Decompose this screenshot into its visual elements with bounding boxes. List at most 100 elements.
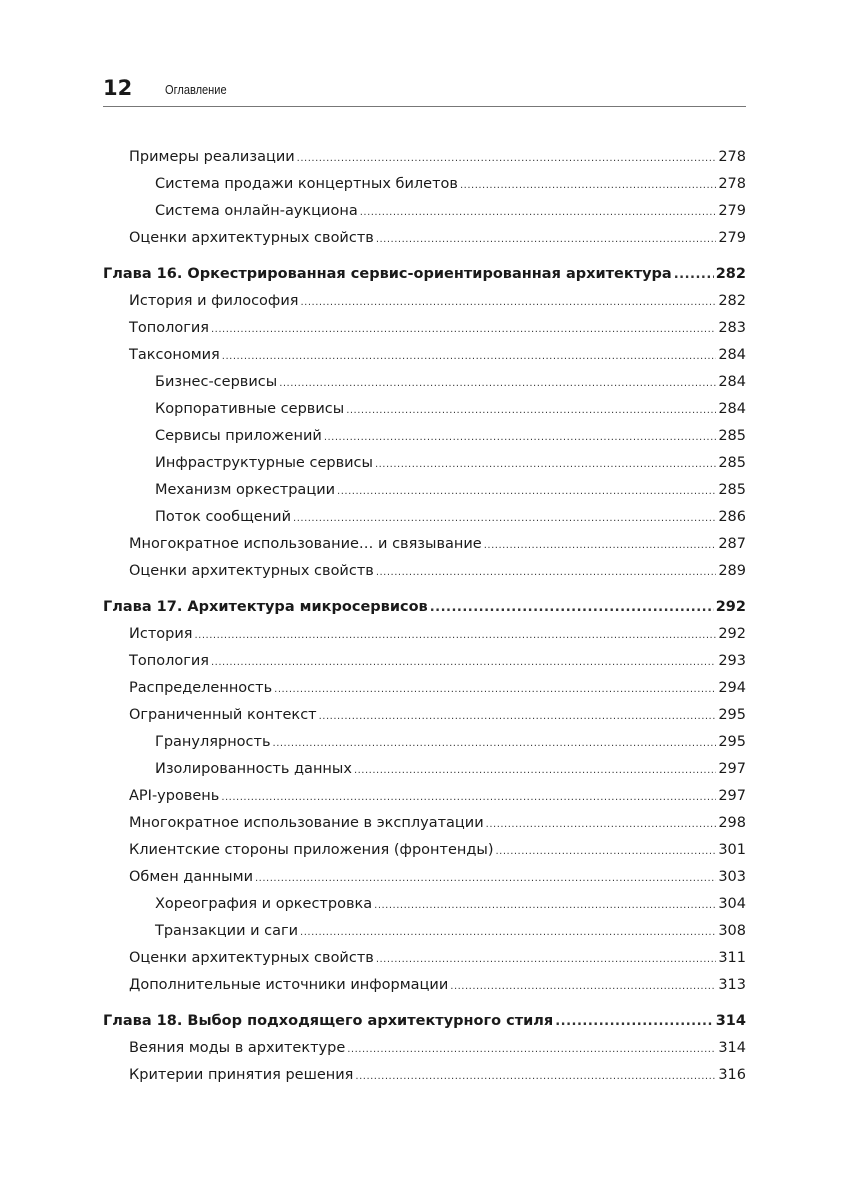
dot-leader [319,703,717,730]
toc-entry-title: История [129,626,193,642]
dot-leader [354,757,716,784]
toc-entry-page: 282 [718,293,746,309]
toc-entry-page: 285 [718,455,746,471]
toc-entry: Бизнес-сервисы 284 [103,369,746,396]
dot-leader [376,226,716,253]
toc-entry-title: Бизнес-сервисы [155,374,278,390]
dot-leader [346,397,716,424]
toc-entry-page: 301 [718,842,746,858]
dot-leader [221,784,716,811]
toc-entry-title: Система продажи концертных билетов [155,176,458,192]
toc-entry: Распределенность 294 [103,675,746,702]
toc-entry-page: 294 [718,680,746,696]
toc-entry-page: 284 [718,374,746,390]
toc-entry: Многократное использование в эксплуатаци… [103,810,746,837]
toc-entry: Транзакции и саги 308 [103,918,746,945]
toc-entry-page: 297 [718,788,746,804]
toc-entry: История 292 [103,621,746,648]
dot-leader [300,289,716,316]
table-of-contents: Примеры реализации278Система продажи кон… [103,144,746,1089]
toc-entry: Оценки архитектурных свойств 311 [103,945,746,972]
toc-entry-title: Поток сообщений [155,509,292,525]
toc-entry: Критерии принятия решения 316 [103,1062,746,1089]
toc-entry-page: 304 [718,896,746,912]
toc-entry-page: 295 [718,707,746,723]
toc-entry-page: 295 [718,734,746,750]
toc-entry: Оценки архитектурных свойств 279 [103,225,746,252]
toc-entry-page: 297 [718,761,746,777]
dot-leader [222,343,717,370]
toc-entry: Клиентские стороны приложения (фронтенды… [103,837,746,864]
toc-entry-title: Транзакции и саги [155,923,299,939]
toc-entry: Топология 283 [103,315,746,342]
dot-leader [347,1036,716,1063]
dot-leader [195,622,717,649]
dot-leader [484,532,717,559]
toc-entry: Поток сообщений 286 [103,504,746,531]
running-title: Оглавление [165,82,227,97]
toc-entry-title: Глава 16. Оркестрированная сервис-ориент… [103,266,672,282]
toc-entry-page: 292 [715,599,746,615]
toc-entry: История и философия 282 [103,288,746,315]
toc-entry-page: 278 [718,176,746,192]
dot-leader [297,145,717,172]
dot-leader [355,1063,716,1090]
toc-entry-page: 298 [718,815,746,831]
dot-leader [293,505,716,532]
toc-entry-title: Многократное использование… и связывание [129,536,482,552]
toc-entry-title: Механизм оркестрации [155,482,336,498]
dot-leader [324,424,717,451]
toc-entry: API-уровень 297 [103,783,746,810]
dot-leader [300,919,716,946]
toc-entry-title: Клиентские стороны приложения (фронтенды… [129,842,494,858]
dot-leader [211,649,716,676]
toc-chapter-entry: Глава 16. Оркестрированная сервис-ориент… [103,261,746,288]
toc-entry-title: Изолированность данных [155,761,352,777]
dot-leader [360,199,717,226]
toc-entry-title: Сервисы приложений [155,428,322,444]
toc-entry-page: 284 [718,347,746,363]
toc-entry-page: 279 [718,203,746,219]
toc-entry-page: 313 [718,977,746,993]
toc-entry-title: Таксономия [129,347,220,363]
toc-entry-title: Топология [129,653,209,669]
toc-entry-title: Многократное использование в эксплуатаци… [129,815,484,831]
toc-entry-title: Оценки архитектурных свойств [129,563,374,579]
toc-entry: Дополнительные источники информации 313 [103,972,746,999]
toc-entry-title: Инфраструктурные сервисы [155,455,373,471]
dot-leader [555,1008,714,1035]
toc-entry-page: 282 [715,266,746,282]
toc-entry-page: 278 [718,149,746,165]
toc-entry: Корпоративные сервисы 284 [103,396,746,423]
toc-entry: Многократное использование… и связывание… [103,531,746,558]
toc-entry-title: API-уровень [129,788,220,804]
toc-chapter-entry: Глава 17. Архитектура микросервисов 292 [103,594,746,621]
toc-entry: Оценки архитектурных свойств 289 [103,558,746,585]
toc-entry-title: История и философия [129,293,299,309]
toc-entry-title: Веяния моды в архитектуре [129,1040,346,1056]
toc-entry-title: Корпоративные сервисы [155,401,345,417]
toc-entry-page: 279 [718,230,746,246]
dot-leader [255,865,716,892]
toc-entry-page: 286 [718,509,746,525]
toc-entry-page: 287 [718,536,746,552]
toc-entry: Обмен данными 303 [103,864,746,891]
toc-entry-title: Обмен данными [129,869,253,885]
toc-entry: Гранулярность 295 [103,729,746,756]
toc-entry-title: Гранулярность [155,734,271,750]
toc-entry: Таксономия 284 [103,342,746,369]
toc-entry-page: 292 [718,626,746,642]
dot-leader [211,316,716,343]
toc-entry-title: Глава 18. Выбор подходящего архитектурно… [103,1013,554,1029]
toc-entry-title: Хореография и оркестровка [155,896,373,912]
toc-entry-title: Критерии принятия решения [129,1067,354,1083]
toc-entry-page: 303 [718,869,746,885]
dot-leader [486,811,717,838]
toc-entry: Сервисы приложений 285 [103,423,746,450]
dot-leader [337,478,716,505]
dot-leader [460,172,716,199]
toc-entry-page: 285 [718,482,746,498]
toc-entry-page: 314 [715,1013,746,1029]
page-number: 12 [103,76,133,100]
toc-entry-title: Ограниченный контекст [129,707,317,723]
